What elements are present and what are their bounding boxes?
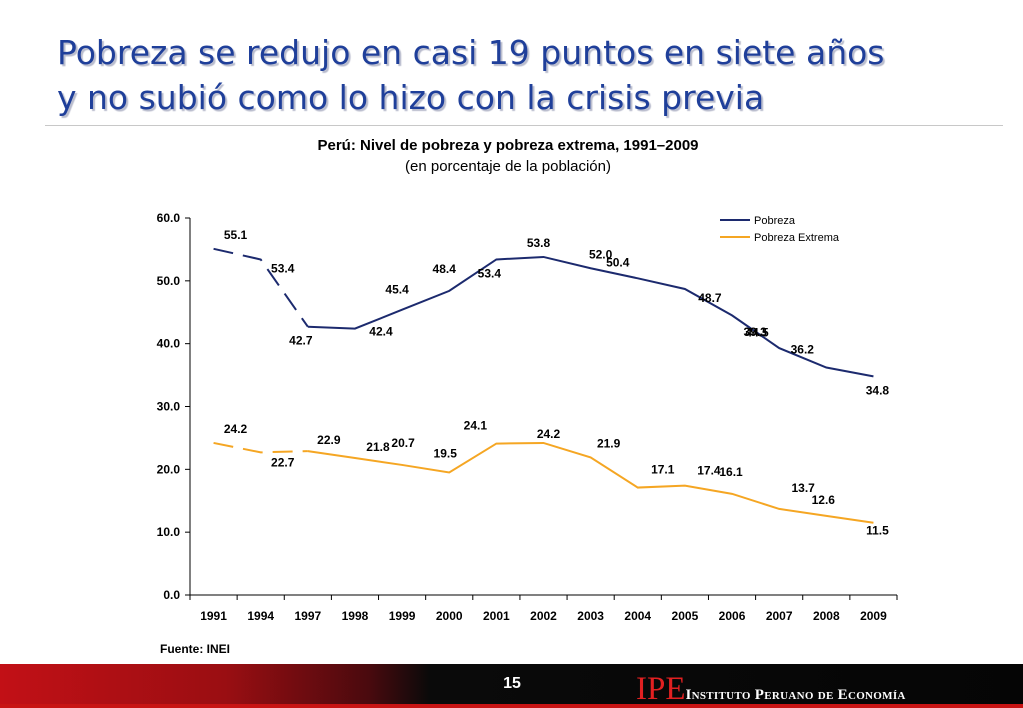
poverty-line-chart: 0.0 10.0 20.0 30.0 40.0 50.0 60.0 1991 1994 1997 1… [157, 211, 898, 623]
brand-name: Instituto Peruano de Economía [685, 687, 906, 703]
slide-title: Pobreza se redujo en casi 19 puntos en s… [57, 30, 1007, 120]
series-line-0 [307, 255, 874, 378]
title-divider [45, 125, 1003, 126]
y-tick-label: 20.0 [157, 462, 181, 476]
data-label: 55.1 [224, 228, 248, 242]
data-label: 17.4 [697, 464, 721, 478]
page-number: 15 [503, 675, 521, 692]
footer-bar [0, 664, 1023, 708]
data-label: 39.3 [743, 325, 767, 339]
data-label: 17.1 [651, 463, 675, 477]
data-label: 21.9 [597, 436, 621, 450]
x-tick-label: 2005 [672, 609, 699, 623]
x-tick-label: 2006 [719, 609, 746, 623]
ipe-logo: IPE [636, 671, 686, 707]
data-label: 13.7 [791, 481, 815, 495]
y-tick-label: 50.0 [157, 274, 181, 288]
chart-subtitle: (en porcentaje de la población) [405, 158, 611, 175]
data-label: 53.4 [478, 266, 502, 280]
footer-accent-line [0, 704, 1023, 708]
y-tick-label: 30.0 [157, 400, 181, 414]
x-tick-label: 2007 [766, 609, 793, 623]
legend-entry: Pobreza [754, 215, 796, 227]
y-tick-label: 0.0 [163, 588, 180, 602]
y-tick-label: 40.0 [157, 337, 181, 351]
series-line-dashed-0 [213, 247, 309, 328]
brand: IPEInstituto Peruano de Economía [636, 672, 906, 706]
y-tick-label: 60.0 [157, 211, 181, 225]
data-label: 34.8 [866, 383, 890, 397]
data-label: 44.5 [745, 325, 769, 339]
data-label: 50.4 [606, 255, 630, 269]
x-tick-label: 2004 [624, 609, 651, 623]
data-label: 22.9 [317, 433, 341, 447]
x-tick-label: 2000 [436, 609, 463, 623]
y-tick-label: 10.0 [157, 525, 181, 539]
data-label: 16.1 [719, 465, 743, 479]
data-label: 53.4 [271, 261, 295, 275]
data-label: 48.4 [433, 262, 457, 276]
x-tick-label: 2009 [860, 609, 887, 623]
data-label: 52.0 [589, 247, 613, 261]
data-label: 19.5 [434, 446, 458, 460]
data-label: 42.4 [369, 325, 393, 339]
data-label: 24.1 [464, 419, 488, 433]
data-label: 21.8 [366, 440, 390, 454]
data-label: 24.2 [224, 422, 248, 436]
x-tick-label: 1998 [342, 609, 369, 623]
data-label: 11.5 [866, 524, 889, 538]
source-note: Fuente: INEI [160, 642, 231, 656]
x-tick-label: 2002 [530, 609, 557, 623]
x-tick-label: 1997 [294, 609, 321, 623]
data-label: 36.2 [791, 343, 815, 357]
data-label: 20.7 [391, 436, 415, 450]
slide-title-line-2: y no subió como lo hizo con la crisis pr… [57, 78, 765, 117]
x-tick-label: 2008 [813, 609, 840, 623]
legend-entry: Pobreza Extrema [754, 232, 840, 244]
x-tick-label: 2003 [577, 609, 604, 623]
slide-title-line-1: Pobreza se redujo en casi 19 puntos en s… [57, 33, 885, 72]
x-tick-label: 1991 [200, 609, 227, 623]
chart-title: Perú: Nivel de pobreza y pobreza extrema… [317, 137, 699, 154]
data-label: 48.7 [698, 291, 722, 305]
data-label: 53.8 [527, 236, 551, 250]
series-line-1 [307, 441, 874, 524]
series-line-dashed-1 [213, 441, 308, 454]
data-label: 45.4 [385, 283, 409, 297]
x-tick-label: 1999 [389, 609, 416, 623]
data-label: 12.6 [812, 493, 836, 507]
data-label: 42.7 [289, 334, 313, 348]
data-label: 22.7 [271, 455, 295, 469]
data-label: 24.2 [537, 427, 561, 441]
x-tick-label: 2001 [483, 609, 510, 623]
x-tick-label: 1994 [247, 609, 274, 623]
